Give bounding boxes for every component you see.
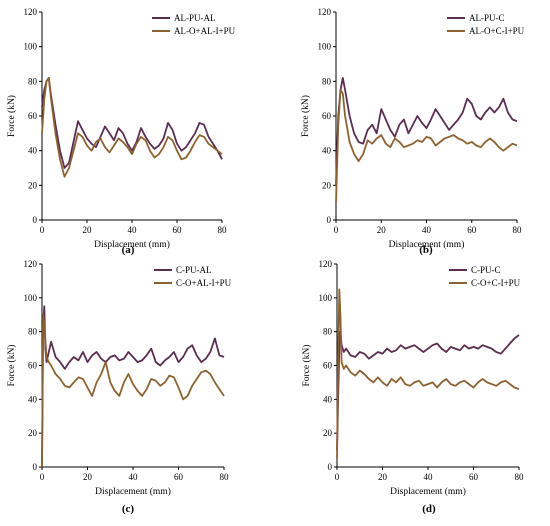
x-tick-label: 80 [218, 225, 228, 235]
series-line-1 [335, 77, 518, 186]
y-tick-label: 0 [33, 462, 38, 472]
y-tick-label: 80 [322, 76, 332, 86]
chart-panel-1: 0 20 40 60 80 100 120 0 20 40 60 80 Displacement (mm… [6, 7, 236, 256]
panel-label: (b) [419, 244, 433, 256]
series-line-2 [336, 288, 520, 459]
x-tick-label: 80 [220, 472, 230, 482]
x-tick-label: 40 [424, 472, 434, 482]
y-tick-label: 0 [327, 215, 332, 225]
panel-label: (c) [122, 503, 135, 515]
legend-label: C-PU-C [471, 265, 501, 275]
y-tick-label: 20 [323, 428, 333, 438]
x-tick-label: 80 [515, 472, 525, 482]
y-tick-label: 40 [322, 146, 332, 156]
x-tick-label: 40 [129, 472, 139, 482]
x-axis-label: Displacement (mm) [94, 239, 170, 250]
x-axis-label: Displacement (mm) [390, 486, 466, 497]
x-tick-label: 60 [174, 472, 184, 482]
legend-label: C-O+C-I+PU [471, 278, 521, 288]
x-tick-label: 20 [377, 225, 387, 235]
y-axis-label: Force (kN) [300, 95, 311, 137]
y-axis-label: Force (kN) [6, 345, 17, 387]
x-tick-label: 60 [467, 225, 477, 235]
y-tick-label: 40 [28, 394, 38, 404]
y-tick-label: 120 [24, 259, 38, 269]
y-tick-label: 40 [28, 146, 38, 156]
x-tick-label: 0 [335, 472, 340, 482]
y-tick-label: 100 [318, 42, 332, 52]
y-tick-label: 20 [28, 180, 38, 190]
y-tick-label: 120 [24, 7, 38, 17]
chart-panel-2: 0 20 40 60 80 100 120 0 20 40 60 80 Displacement (mm… [300, 7, 525, 256]
y-tick-label: 60 [322, 111, 332, 121]
y-tick-label: 120 [319, 259, 333, 269]
legend-label: AL-O+C-I+PU [469, 26, 525, 36]
y-tick-label: 20 [28, 428, 38, 438]
y-tick-label: 80 [323, 327, 333, 337]
legend-label: C-O+AL-I+PU [176, 278, 232, 288]
y-tick-label: 120 [318, 7, 332, 17]
y-tick-label: 60 [28, 361, 38, 371]
panel-label: (a) [122, 244, 135, 256]
chart-panel-3: 0 20 40 60 80 100 120 0 20 40 60 80 Displacement (mm… [6, 259, 232, 515]
y-tick-label: 0 [328, 462, 333, 472]
series-line-2 [41, 77, 223, 178]
chart-panel-4: 0 20 40 60 80 100 120 0 20 40 60 80 Displacement (mm… [301, 259, 524, 515]
x-tick-label: 40 [128, 225, 138, 235]
x-axis-label: Displacement (mm) [389, 239, 465, 250]
series-line-1 [41, 305, 225, 468]
x-tick-label: 40 [422, 225, 432, 235]
legend-label: AL-PU-C [469, 13, 505, 23]
y-tick-label: 100 [24, 293, 38, 303]
x-tick-label: 0 [334, 225, 339, 235]
y-tick-label: 20 [322, 180, 332, 190]
y-tick-label: 0 [33, 215, 38, 225]
x-axis-label: Displacement (mm) [95, 486, 171, 497]
y-tick-label: 40 [323, 394, 333, 404]
legend-label: AL-O+AL-I+PU [174, 26, 236, 36]
x-tick-label: 80 [513, 225, 523, 235]
x-tick-label: 20 [378, 472, 388, 482]
x-tick-label: 60 [173, 225, 183, 235]
panel-label: (d) [422, 503, 436, 515]
series-line-2 [335, 89, 518, 203]
x-tick-label: 60 [469, 472, 479, 482]
legend-label: C-PU-AL [176, 265, 212, 275]
series-line-2 [41, 313, 225, 468]
x-tick-label: 20 [83, 472, 93, 482]
series-line-1 [336, 330, 520, 451]
x-tick-label: 0 [40, 472, 45, 482]
y-tick-label: 80 [28, 76, 38, 86]
y-tick-label: 100 [319, 293, 333, 303]
y-tick-label: 60 [28, 111, 38, 121]
y-tick-label: 60 [323, 361, 333, 371]
y-tick-label: 100 [24, 42, 38, 52]
y-tick-label: 80 [28, 327, 38, 337]
y-axis-label: Force (kN) [6, 95, 17, 137]
legend-label: AL-PU-AL [174, 13, 216, 23]
series-line-1 [41, 77, 223, 169]
x-tick-label: 20 [83, 225, 93, 235]
y-axis-label: Force (kN) [301, 345, 312, 387]
x-tick-label: 0 [40, 225, 45, 235]
